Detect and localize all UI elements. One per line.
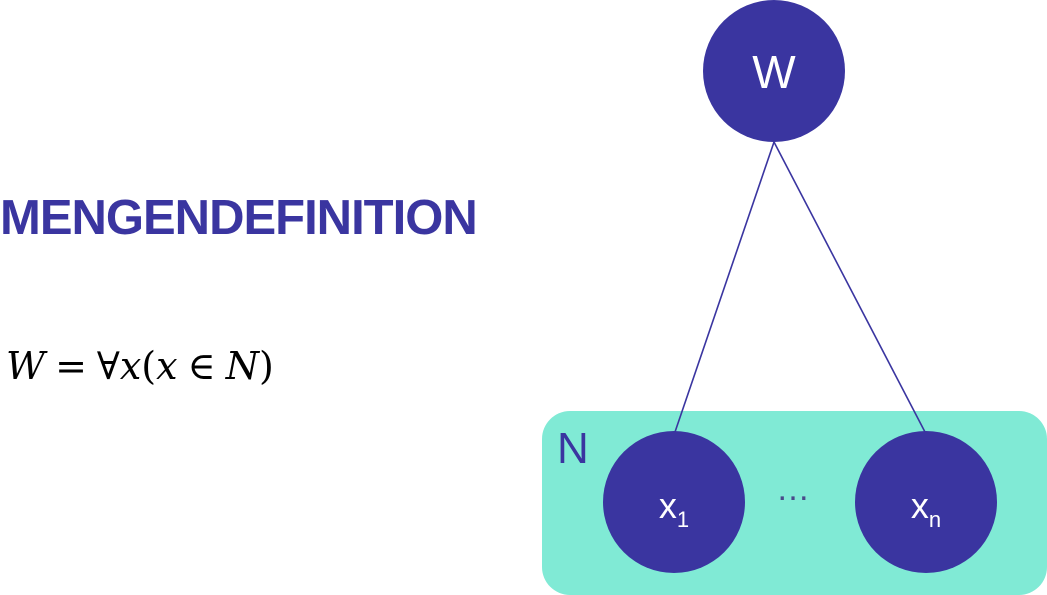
child-node-last <box>855 431 997 573</box>
formula-bound-var: x <box>119 344 142 388</box>
set-definition-formula: W = ∀x(x ∈ N) <box>6 344 274 388</box>
formula-element-var: x <box>156 344 178 388</box>
set-label: N <box>557 424 589 473</box>
formula-set: N <box>225 344 259 388</box>
formula-open-paren: ( <box>141 344 157 388</box>
child-first-subscript: 1 <box>677 507 689 532</box>
formula-close-paren: ) <box>258 344 274 388</box>
child-node-first-label: x1 <box>659 485 689 532</box>
root-node-label: W <box>752 46 796 98</box>
formula-forall: ∀ <box>96 344 120 388</box>
edge-root-to-last <box>773 141 926 433</box>
formula-element-of: ∈ <box>187 344 216 388</box>
page-title: MENGENDEFINITION <box>0 191 478 245</box>
formula-lhs: W <box>6 344 46 388</box>
child-node-last-label: xn <box>911 485 941 532</box>
root-node <box>703 0 845 142</box>
ellipsis: … <box>776 470 810 508</box>
child-last-subscript: n <box>929 507 941 532</box>
child-last-base: x <box>911 485 929 526</box>
child-first-base: x <box>659 485 677 526</box>
formula-equals: = <box>55 344 87 388</box>
edge-root-to-first <box>674 141 775 433</box>
child-node-first <box>603 431 745 573</box>
